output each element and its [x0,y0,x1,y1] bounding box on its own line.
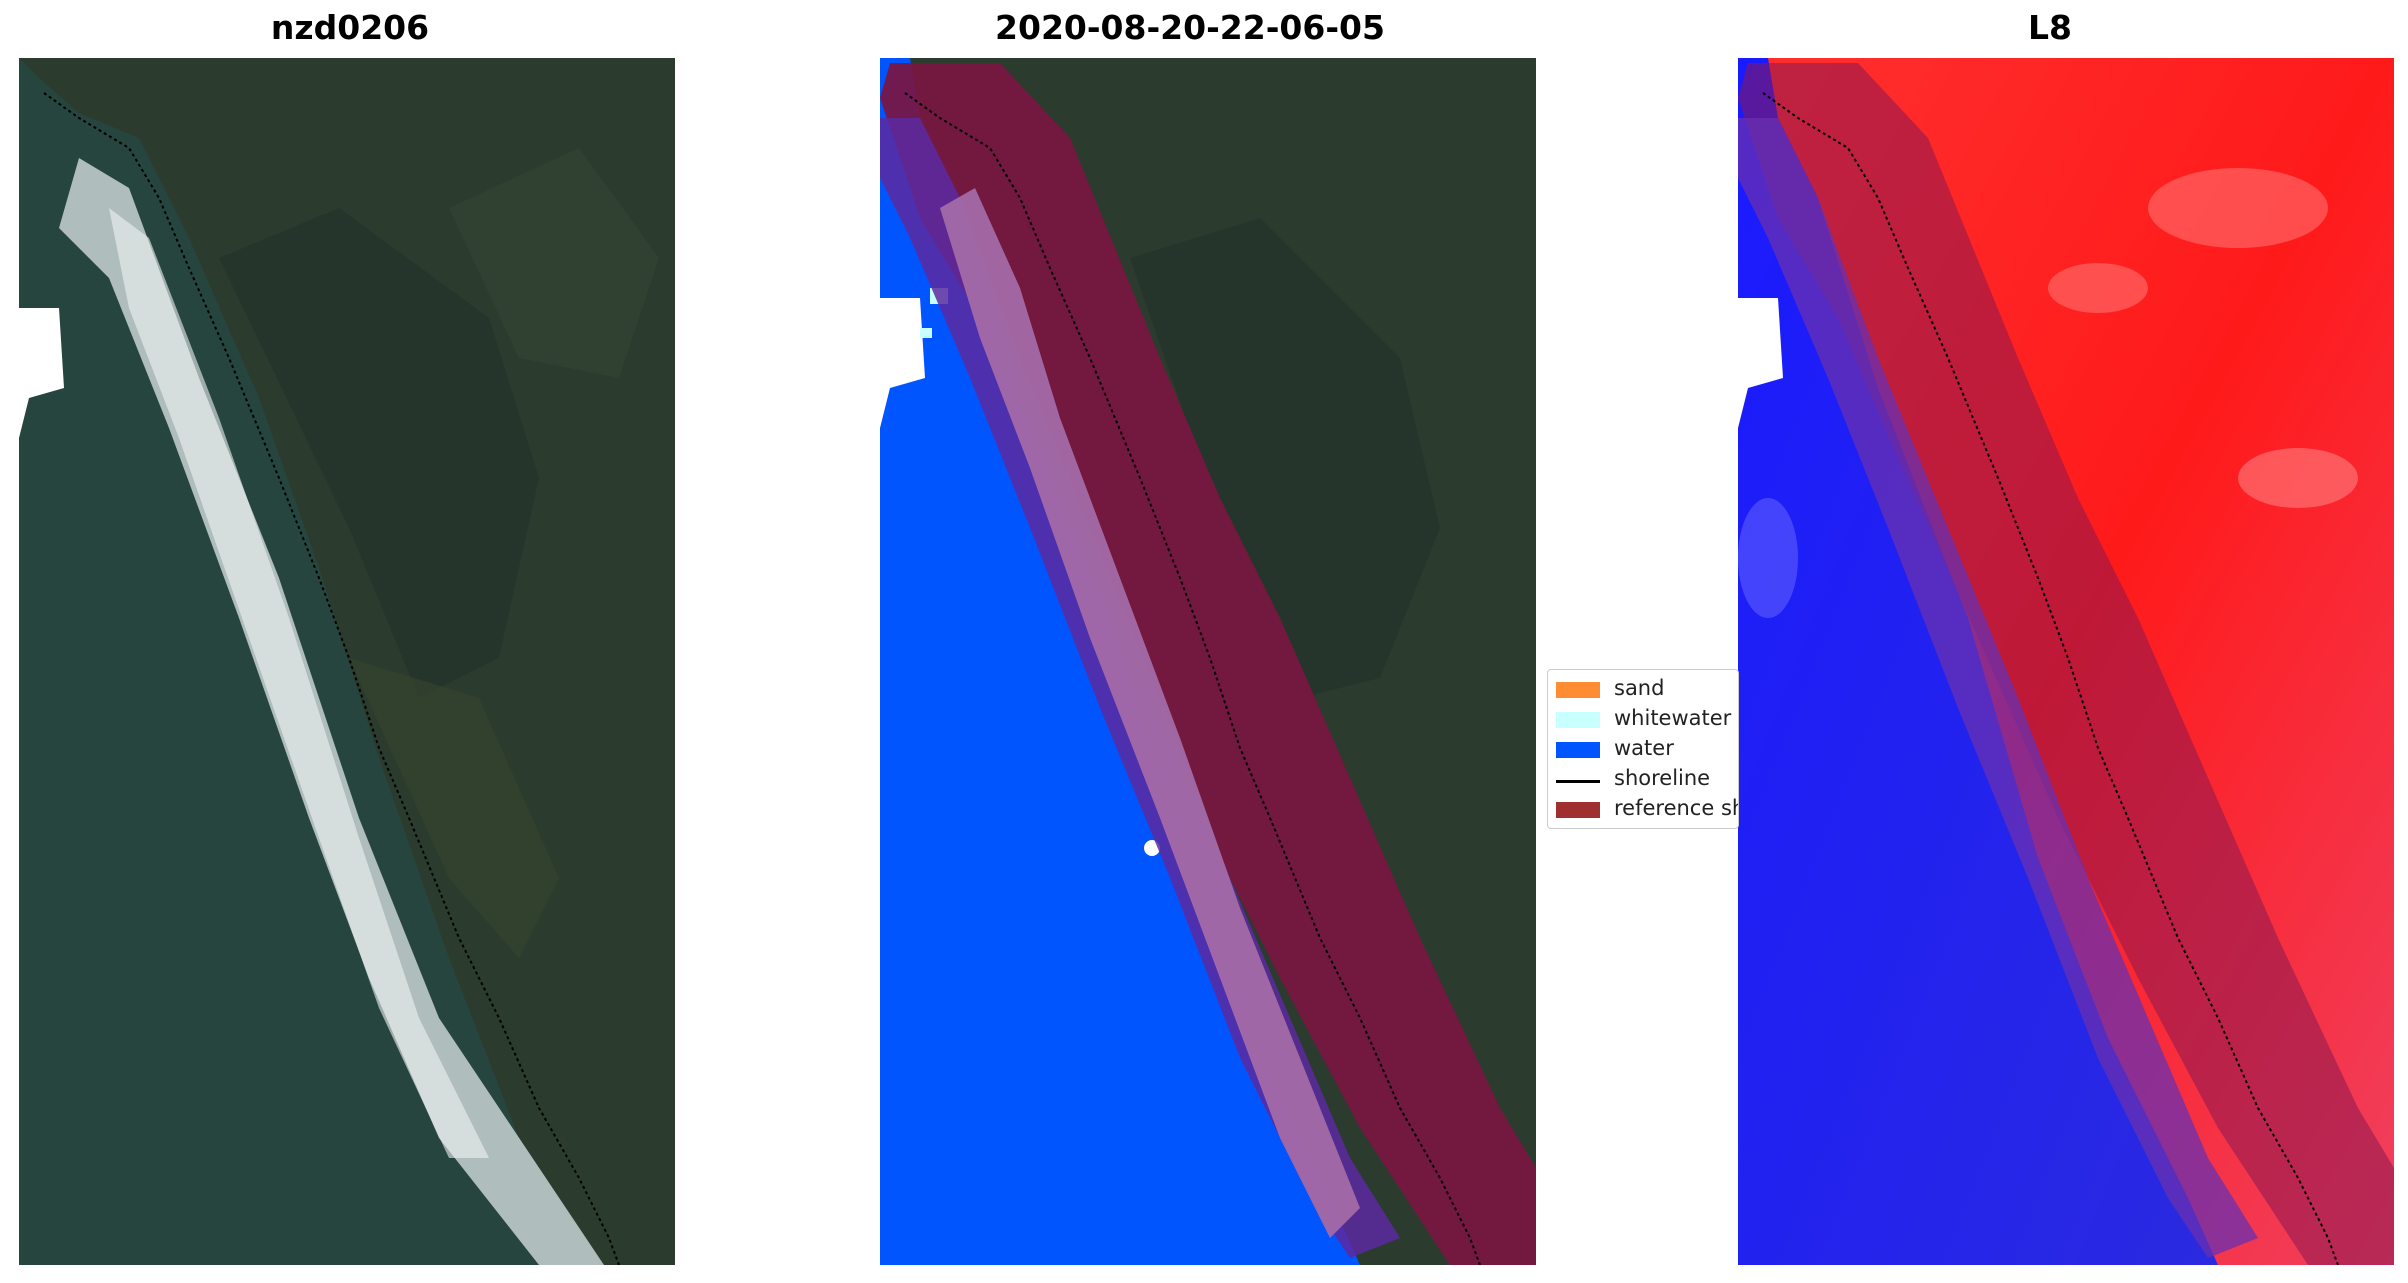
index-image [1738,58,2394,1265]
index-panel-title: L8 [2028,8,2072,47]
rgb-panel-title: nzd0206 [270,8,430,47]
legend-item-sand: sand [1548,672,1738,702]
legend-item-shoreline: shoreline [1548,762,1738,792]
legend-item-whitewater: whitewater [1548,702,1738,732]
legend-line-shoreline [1556,780,1600,783]
legend-label-sand: sand [1614,676,1665,700]
classification-panel-title: 2020-08-20-22-06-05 [995,8,1385,47]
legend-label-whitewater: whitewater [1614,706,1732,730]
classification-image [880,58,1536,1265]
legend-swatch-reference-buffer [1556,802,1600,818]
legend-swatch-sand [1556,682,1600,698]
legend-swatch-water [1556,742,1600,758]
legend-item-reference-buffer: reference shoreline buffer [1548,792,1738,822]
index-panel: L8 [1700,0,2400,1283]
legend-item-water: water [1548,732,1738,762]
legend-label-reference-buffer: reference shoreline buffer [1614,796,1738,820]
legend: sand whitewater water shoreline referenc… [1547,669,1739,829]
rgb-panel: nzd0206 [0,0,700,1283]
legend-label-water: water [1614,736,1674,760]
classification-panel: 2020-08-20-22-06-05 [840,0,1540,1283]
rgb-satellite-image [19,58,675,1265]
legend-swatch-whitewater [1556,712,1600,728]
legend-label-shoreline: shoreline [1614,766,1711,790]
